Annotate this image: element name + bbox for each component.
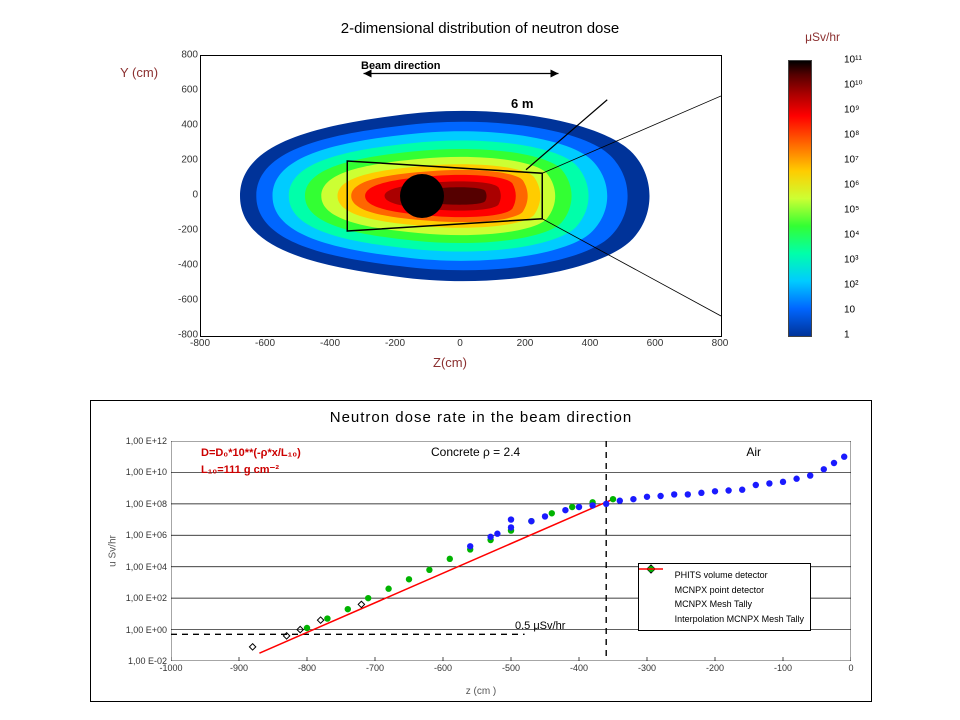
heatmap-y-ticks: -800-600-400-2000200400600800 bbox=[160, 55, 198, 335]
linechart-y-ticks: 1,00 E-021,00 E+001,00 E+021,00 E+041,00… bbox=[111, 441, 167, 661]
heatmap-x-ticks: -800-600-400-2000200400600800 bbox=[200, 338, 720, 352]
chart-legend: PHITS volume detectorMCNPX point detecto… bbox=[638, 563, 811, 631]
heatmap-y-label: Y (cm) bbox=[120, 65, 158, 80]
formula-line1: D=D₀*10**(-ρ*x/L₁₀) bbox=[201, 447, 301, 459]
heatmap-panel: 2-dimensional distribution of neutron do… bbox=[120, 20, 840, 370]
formula-line2: L₁₀=111 g cm⁻² bbox=[201, 463, 279, 476]
colorbar-unit: μSv/hr bbox=[805, 30, 840, 44]
heatmap-x-label: Z(cm) bbox=[120, 355, 780, 370]
linechart-x-ticks: -1000-900-800-700-600-500-400-300-200-10… bbox=[171, 663, 851, 677]
linechart-plot-area: D=D₀*10**(-ρ*x/L₁₀) L₁₀=111 g cm⁻² Concr… bbox=[171, 441, 851, 661]
threshold-label: 0.5 μSv/hr bbox=[515, 620, 565, 632]
six-m-label: 6 m bbox=[511, 96, 533, 111]
linechart-x-label: z (cm ) bbox=[91, 686, 871, 697]
heatmap-plot-area: Beam direction 6 m bbox=[200, 55, 722, 337]
heatmap-svg bbox=[201, 56, 721, 336]
heatmap-title: 2-dimensional distribution of neutron do… bbox=[120, 20, 840, 37]
linechart-title: Neutron dose rate in the beam direction bbox=[91, 409, 871, 426]
region-concrete-label: Concrete ρ = 2.4 bbox=[431, 445, 520, 459]
colorbar bbox=[788, 60, 810, 335]
beam-direction-label: Beam direction bbox=[361, 60, 440, 72]
linechart-panel: Neutron dose rate in the beam direction … bbox=[90, 400, 872, 702]
region-air-label: Air bbox=[746, 445, 761, 459]
